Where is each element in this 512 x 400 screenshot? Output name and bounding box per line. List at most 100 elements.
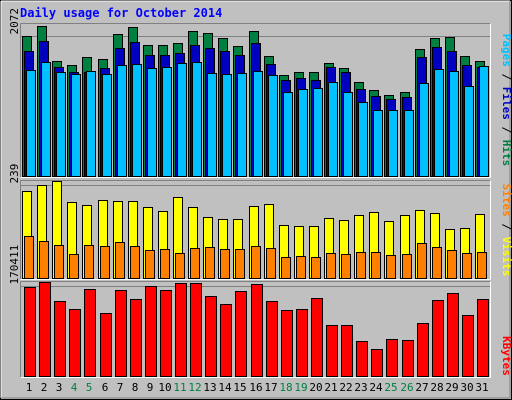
day-label: 17 bbox=[264, 381, 277, 394]
pages-bar bbox=[419, 83, 429, 177]
sites-bar bbox=[341, 254, 351, 279]
kbytes-y-tick-label: 170411 bbox=[8, 245, 21, 285]
day-label: 15 bbox=[233, 381, 246, 394]
day-label: 7 bbox=[117, 381, 124, 394]
pages-bar bbox=[132, 64, 142, 177]
day-label: 21 bbox=[324, 381, 337, 394]
pages-bar bbox=[283, 92, 293, 177]
day-label: 29 bbox=[445, 381, 458, 394]
sites-bar bbox=[39, 241, 49, 279]
pages-bar bbox=[464, 86, 474, 177]
pages-bar bbox=[207, 73, 217, 177]
kbytes-bar bbox=[130, 299, 142, 377]
pages-bar bbox=[449, 71, 459, 177]
sites-bar bbox=[205, 247, 215, 279]
sites-bar bbox=[69, 254, 79, 279]
day-label: 28 bbox=[430, 381, 443, 394]
day-label: 14 bbox=[218, 381, 232, 394]
sites-bar bbox=[24, 236, 34, 279]
kbytes-bars bbox=[24, 282, 489, 377]
pages-bar bbox=[253, 71, 263, 177]
sites-bar bbox=[371, 252, 381, 279]
pages-bar bbox=[373, 110, 383, 177]
sites-bar bbox=[386, 255, 396, 279]
legend-separator: / bbox=[500, 120, 512, 140]
day-label: 20 bbox=[309, 381, 322, 394]
sites-bar bbox=[115, 242, 125, 279]
pages-bar bbox=[404, 110, 414, 177]
day-label: 9 bbox=[147, 381, 154, 394]
sites-bar bbox=[100, 246, 110, 279]
pages-bar bbox=[268, 75, 278, 177]
day-label: 16 bbox=[249, 381, 262, 394]
files-legend-label: Files bbox=[500, 87, 512, 120]
pages-legend-label: Pages bbox=[500, 34, 512, 67]
pages-bar bbox=[358, 102, 368, 177]
kbytes-bar bbox=[386, 339, 398, 377]
pages-bar bbox=[298, 89, 308, 177]
sites-bar bbox=[220, 249, 230, 279]
visits-y-axis-label: Sites / Visits bbox=[500, 184, 512, 277]
day-axis-labels: 1 2 3 4 5 6 7 8 9 10 11 12 13 14 15 16 17 18 19 20 21 22 23 24 2… bbox=[26, 381, 489, 394]
pages-bar bbox=[102, 74, 112, 177]
kbytes-bar bbox=[296, 309, 308, 377]
kbytes-bar bbox=[145, 286, 157, 377]
day-label: 19 bbox=[294, 381, 307, 394]
kbytes-bar bbox=[190, 283, 202, 377]
kbytes-bar bbox=[371, 349, 383, 377]
hits-files-pages-bars bbox=[22, 26, 489, 177]
pages-bar bbox=[434, 69, 444, 177]
kbytes-bar bbox=[205, 296, 217, 377]
sites-bar bbox=[266, 248, 276, 279]
day-label: 8 bbox=[132, 381, 139, 394]
sites-bar bbox=[356, 252, 366, 279]
pages-bar bbox=[237, 73, 247, 177]
visits-legend-label: Visits bbox=[500, 237, 512, 277]
pages-bar bbox=[177, 63, 187, 177]
day-label: 18 bbox=[279, 381, 292, 394]
kbytes-bar bbox=[281, 310, 293, 377]
kbytes-bar bbox=[39, 282, 51, 377]
visits-sites-bars bbox=[22, 181, 487, 279]
kbytes-bar bbox=[69, 309, 81, 377]
hits-legend-label: Hits bbox=[500, 140, 512, 167]
kbytes-bar bbox=[417, 323, 429, 377]
day-label: 11 bbox=[173, 381, 186, 394]
day-label: 2 bbox=[41, 381, 48, 394]
kbytes-y-axis-label: KBytes bbox=[500, 336, 512, 376]
sites-bar bbox=[326, 253, 336, 279]
pages-bar bbox=[117, 65, 127, 177]
pages-bar bbox=[86, 71, 96, 177]
kbytes-bar bbox=[356, 341, 368, 377]
kbytes-bar bbox=[251, 284, 263, 377]
day-label: 12 bbox=[188, 381, 201, 394]
day-label: 26 bbox=[400, 381, 413, 394]
hits-y-tick-label: 2072 bbox=[8, 8, 21, 35]
visits-y-tick-label: 239 bbox=[8, 164, 21, 184]
day-label: 4 bbox=[71, 381, 78, 394]
pages-bar bbox=[41, 62, 51, 177]
pages-bar bbox=[479, 66, 489, 177]
legend-separator: / bbox=[500, 67, 512, 87]
sites-bar bbox=[160, 249, 170, 279]
sites-legend-label: Sites bbox=[500, 184, 512, 217]
day-label: 25 bbox=[384, 381, 397, 394]
chart-title: Daily usage for October 2014 bbox=[20, 6, 222, 20]
kbytes-bar bbox=[235, 291, 247, 377]
sites-bar bbox=[145, 250, 155, 279]
kbytes-bar bbox=[160, 290, 172, 377]
sites-bar bbox=[311, 257, 321, 279]
day-label: 3 bbox=[56, 381, 63, 394]
day-label: 1 bbox=[26, 381, 33, 394]
sites-bar bbox=[251, 246, 261, 279]
pages-bar bbox=[56, 72, 66, 177]
kbytes-bar bbox=[402, 340, 414, 377]
day-label: 31 bbox=[475, 381, 488, 394]
kbytes-bar bbox=[311, 298, 323, 377]
pages-bar bbox=[162, 67, 172, 177]
sites-bar bbox=[281, 257, 291, 279]
kbytes-bar bbox=[477, 299, 489, 377]
sites-bar bbox=[462, 253, 472, 279]
sites-bar bbox=[296, 256, 306, 279]
